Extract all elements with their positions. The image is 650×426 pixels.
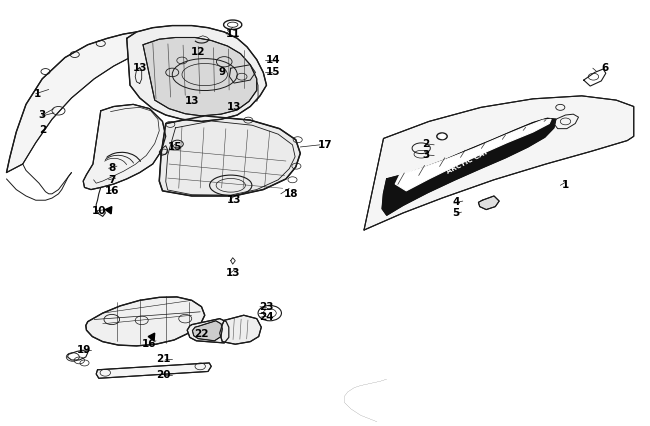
Polygon shape <box>395 119 551 191</box>
Text: 1: 1 <box>562 180 569 190</box>
Polygon shape <box>148 333 155 341</box>
Text: 2: 2 <box>422 139 430 149</box>
Text: 4: 4 <box>452 197 460 207</box>
Polygon shape <box>6 32 156 173</box>
Text: 13: 13 <box>227 195 241 205</box>
Text: 11: 11 <box>226 29 240 39</box>
Polygon shape <box>143 37 257 116</box>
Text: 7: 7 <box>108 175 116 185</box>
Text: 6: 6 <box>601 63 608 73</box>
Polygon shape <box>159 116 300 196</box>
Polygon shape <box>83 104 166 190</box>
Text: 13: 13 <box>133 63 147 73</box>
Text: 5: 5 <box>452 208 460 218</box>
Text: 15: 15 <box>266 66 280 77</box>
Polygon shape <box>192 321 222 341</box>
Polygon shape <box>220 315 261 344</box>
Text: 24: 24 <box>259 312 274 322</box>
Polygon shape <box>105 207 112 214</box>
Polygon shape <box>364 96 634 230</box>
Polygon shape <box>382 118 556 215</box>
Text: 21: 21 <box>157 354 171 364</box>
Text: 15: 15 <box>168 142 183 152</box>
Text: 12: 12 <box>191 47 205 57</box>
Text: ARCTIC CAT: ARCTIC CAT <box>446 149 490 175</box>
Text: 1: 1 <box>34 89 42 99</box>
Polygon shape <box>127 26 266 121</box>
Text: 13: 13 <box>227 102 241 112</box>
Polygon shape <box>86 297 205 346</box>
Polygon shape <box>187 319 229 343</box>
Text: 8: 8 <box>108 163 116 173</box>
Polygon shape <box>478 196 499 210</box>
Text: 20: 20 <box>157 370 171 380</box>
Text: 17: 17 <box>318 140 332 150</box>
Text: 22: 22 <box>194 329 209 340</box>
Text: 16: 16 <box>142 339 157 349</box>
Text: 18: 18 <box>284 189 298 199</box>
Text: 2: 2 <box>38 125 46 135</box>
Text: 10: 10 <box>92 206 106 216</box>
Text: 13: 13 <box>226 268 240 279</box>
Text: 16: 16 <box>105 186 119 196</box>
Text: 23: 23 <box>259 302 274 312</box>
Polygon shape <box>96 363 211 378</box>
Text: 13: 13 <box>185 96 199 106</box>
Text: 3: 3 <box>422 150 430 160</box>
Text: 9: 9 <box>219 67 226 78</box>
Text: 19: 19 <box>77 345 92 355</box>
Text: 14: 14 <box>266 55 280 66</box>
Text: 3: 3 <box>38 110 46 120</box>
